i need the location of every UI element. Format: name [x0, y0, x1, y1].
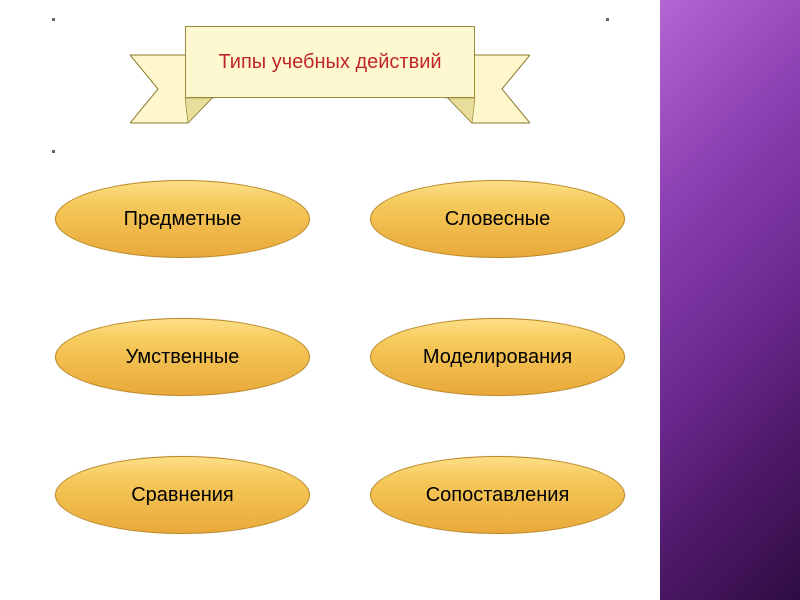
title-banner: Типы учебных действий	[130, 20, 530, 130]
oval-item: Моделирования	[370, 318, 625, 396]
anchor-dot	[52, 18, 55, 21]
oval-label: Предметные	[124, 208, 242, 231]
slide-canvas: Типы учебных действий Предметные Словесн…	[0, 0, 660, 600]
oval-item: Словесные	[370, 180, 625, 258]
oval-item: Сравнения	[55, 456, 310, 534]
oval-item: Сопоставления	[370, 456, 625, 534]
oval-item: Умственные	[55, 318, 310, 396]
oval-label: Сравнения	[131, 484, 234, 507]
anchor-dot	[606, 18, 609, 21]
oval-grid: Предметные Словесные Умственные Моделиро…	[55, 180, 625, 534]
anchor-dot	[52, 150, 55, 153]
oval-label: Сопоставления	[426, 484, 570, 507]
oval-label: Умственные	[126, 346, 240, 369]
title-box: Типы учебных действий	[185, 26, 475, 98]
side-gradient-bar	[660, 0, 800, 600]
title-text: Типы учебных действий	[218, 51, 441, 74]
oval-label: Словесные	[445, 208, 551, 231]
oval-label: Моделирования	[423, 346, 572, 369]
oval-item: Предметные	[55, 180, 310, 258]
